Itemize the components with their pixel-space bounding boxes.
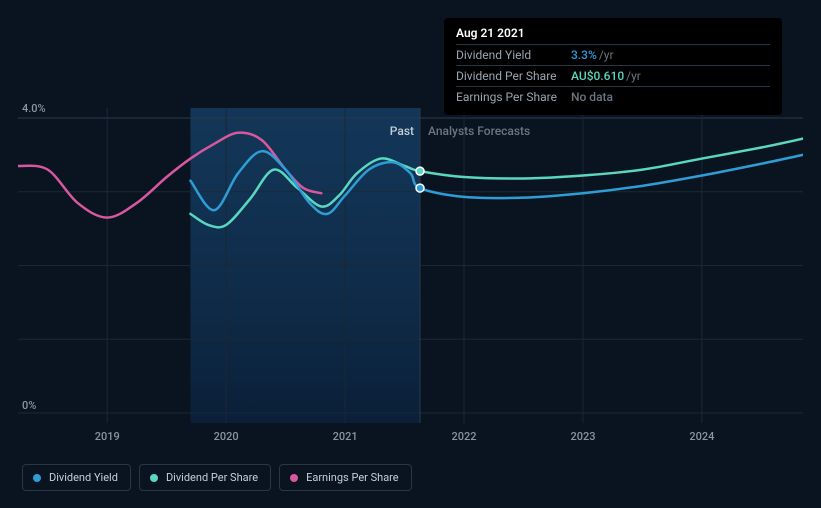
x-axis-label: 2019 xyxy=(95,430,120,443)
x-axis-label: 2023 xyxy=(570,430,595,443)
legend-item-earnings-per-share[interactable]: Earnings Per Share xyxy=(279,464,412,491)
x-axis-label: 2022 xyxy=(452,430,477,443)
tooltip-row-suffix: /yr xyxy=(626,69,641,83)
legend-label: Dividend Per Share xyxy=(166,471,258,484)
legend-label: Dividend Yield xyxy=(49,471,118,484)
tooltip-date: Aug 21 2021 xyxy=(456,26,770,44)
legend-dot-icon xyxy=(33,474,41,482)
region-label-past: Past xyxy=(390,124,414,138)
chart-svg xyxy=(18,108,803,423)
tooltip-row-suffix: /yr xyxy=(599,48,614,62)
tooltip-row: Earnings Per ShareNo data xyxy=(456,86,770,107)
x-axis-label: 2024 xyxy=(689,430,714,443)
tooltip-row-label: Dividend Yield xyxy=(456,48,571,62)
legend-item-dividend-per-share[interactable]: Dividend Per Share xyxy=(139,464,271,491)
legend-label: Earnings Per Share xyxy=(306,471,399,484)
x-axis-labels: 2019 2020 2021 2022 2023 2024 xyxy=(18,430,803,445)
legend-dot-icon xyxy=(150,474,158,482)
region-label-forecast: Analysts Forecasts xyxy=(428,124,530,138)
legend-item-dividend-yield[interactable]: Dividend Yield xyxy=(22,464,131,491)
chart-tooltip: Aug 21 2021 Dividend Yield3.3%/yrDividen… xyxy=(444,18,782,115)
chart-plot-area: Past Analysts Forecasts xyxy=(18,108,803,423)
tooltip-row: Dividend Yield3.3%/yr xyxy=(456,44,770,65)
tooltip-row-value: AU$0.610 xyxy=(571,69,624,83)
x-axis-label: 2020 xyxy=(214,430,239,443)
tooltip-row-value: No data xyxy=(571,90,613,104)
legend-dot-icon xyxy=(290,474,298,482)
tooltip-row: Dividend Per ShareAU$0.610/yr xyxy=(456,65,770,86)
tooltip-row-value: 3.3% xyxy=(571,48,597,62)
chart-legend: Dividend Yield Dividend Per Share Earnin… xyxy=(22,464,412,491)
x-axis-label: 2021 xyxy=(333,430,358,443)
tooltip-row-label: Dividend Per Share xyxy=(456,69,571,83)
tooltip-row-label: Earnings Per Share xyxy=(456,90,571,104)
